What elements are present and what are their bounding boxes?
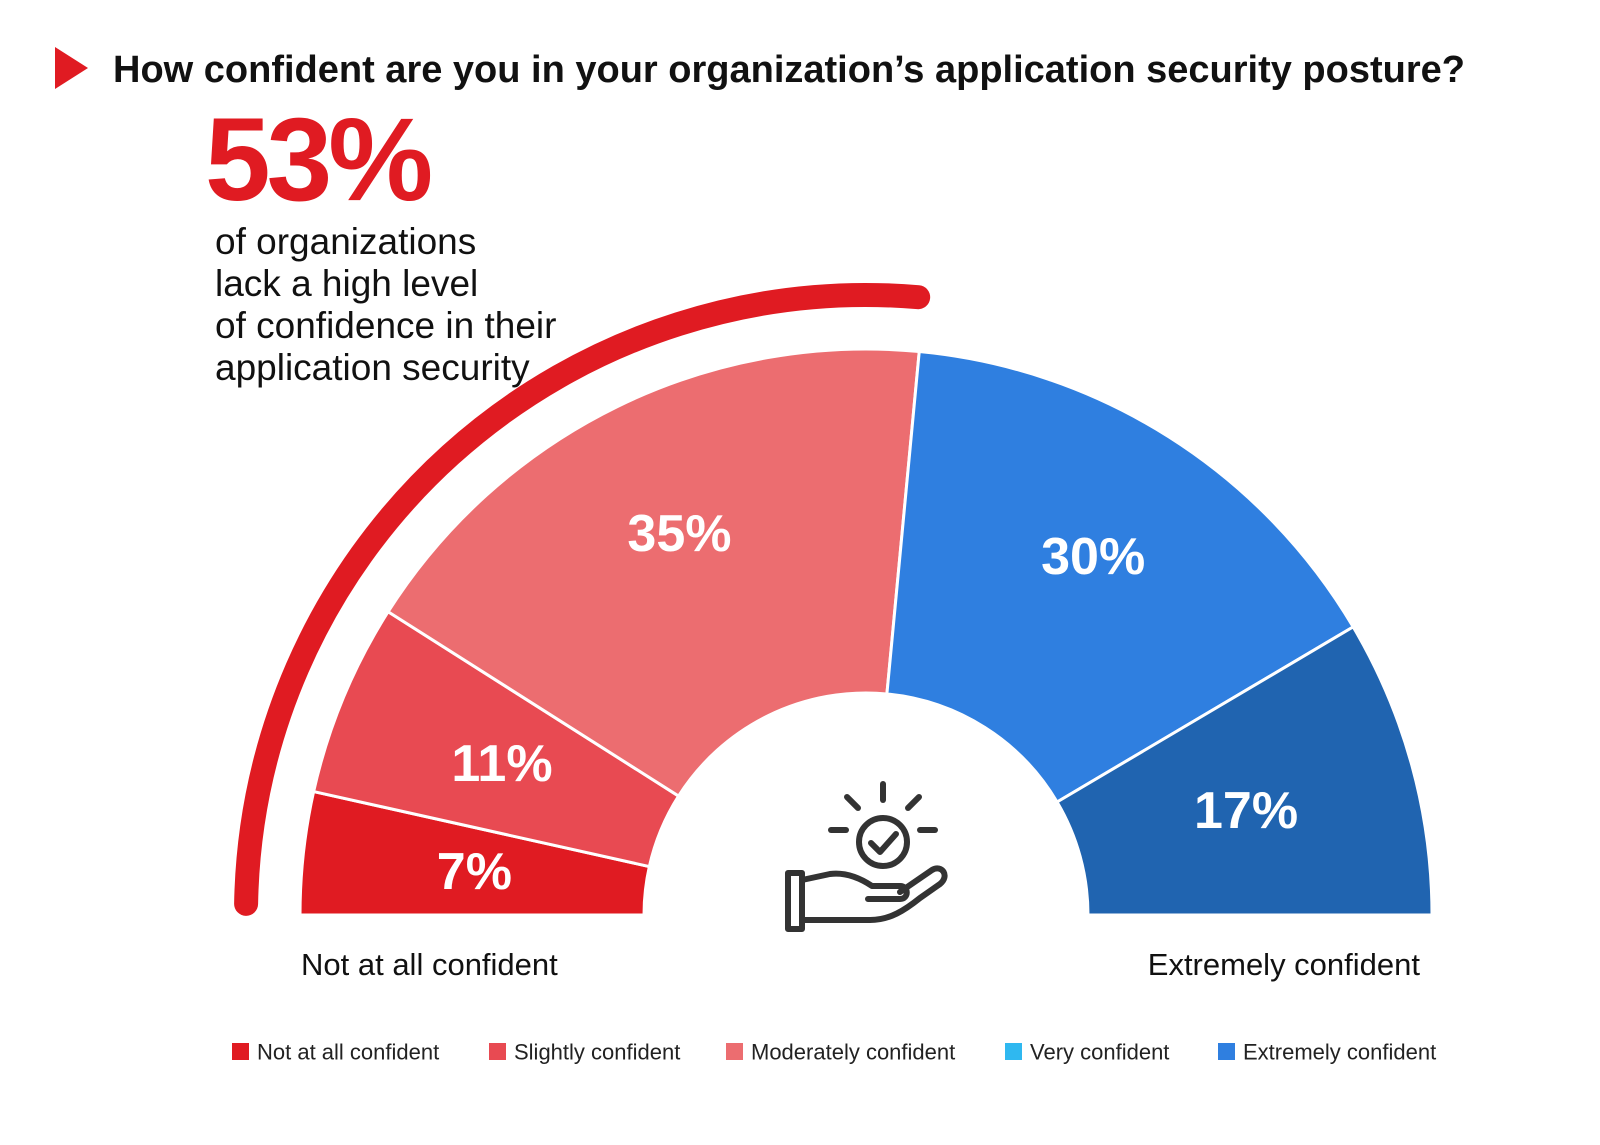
legend-label-0: Not at all confident	[257, 1040, 439, 1065]
gauge-segment-4	[1055, 624, 1434, 917]
chart-title: How confident are you in your organizati…	[113, 49, 1465, 91]
gauge-segment-label-2: 35%	[627, 505, 731, 563]
legend-label-1: Slightly confident	[514, 1040, 680, 1065]
gauge-segment-2	[386, 347, 921, 799]
highlight-line-3: of confidence in their	[215, 305, 556, 346]
legend-swatch-2	[726, 1043, 743, 1060]
gauge-segment-label-0: 7%	[437, 843, 512, 901]
gauge-segment-label-3: 30%	[1041, 528, 1145, 586]
highlight-value: 53%	[205, 94, 430, 226]
title-arrow-icon	[55, 47, 88, 89]
highlight-arc	[234, 283, 931, 916]
legend: Not at all confident Slightly confident Mo…	[232, 1040, 1436, 1065]
legend-label-4: Extremely confident	[1243, 1040, 1436, 1065]
legend-label-3: Very confident	[1030, 1040, 1169, 1065]
legend-swatch-3	[1005, 1043, 1022, 1060]
legend-swatch-0	[232, 1043, 249, 1060]
gauge-segments	[298, 347, 1434, 917]
gauge-segment-label-1: 11%	[451, 735, 552, 793]
axis-end-left: Not at all confident	[301, 947, 558, 982]
legend-label-2: Moderately confident	[751, 1040, 955, 1065]
hand-lightbulb-check-icon	[785, 781, 948, 932]
highlight-line-4: application security	[215, 347, 530, 388]
gauge-segment-3	[885, 349, 1356, 805]
legend-swatch-4	[1218, 1043, 1235, 1060]
legend-swatch-1	[489, 1043, 506, 1060]
gauge-segment-label-4: 17%	[1194, 782, 1298, 840]
highlight-line-2: lack a high level	[215, 263, 478, 304]
axis-end-right: Extremely confident	[1148, 947, 1421, 982]
gauge-segment-labels: 7% 11% 35% 30% 17%	[437, 505, 1298, 901]
highlight-line-1: of organizations	[215, 221, 476, 262]
